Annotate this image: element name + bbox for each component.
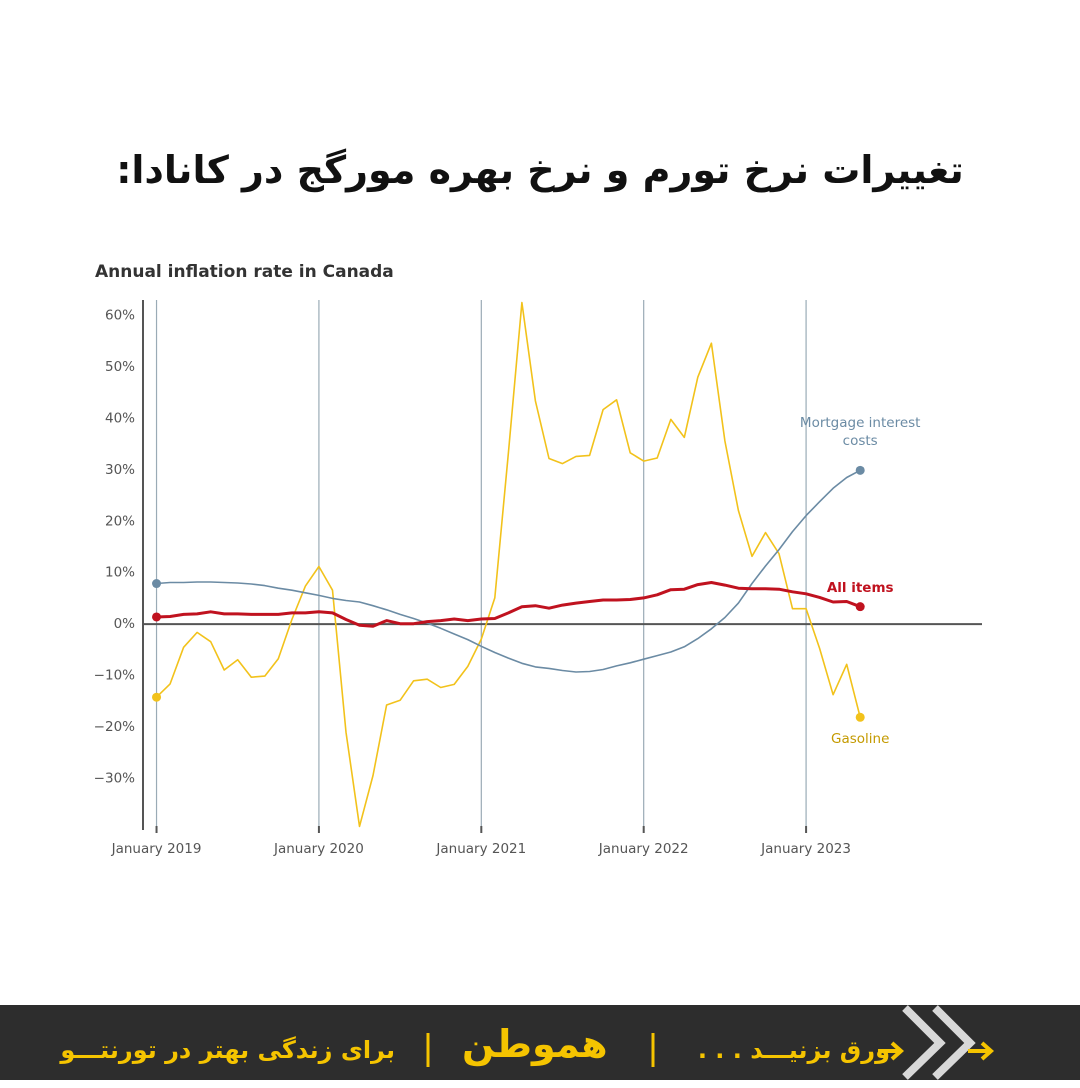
- y-tick-label: 10%: [105, 565, 135, 581]
- swipe-text[interactable]: ورق بزنیـــد . . .: [697, 1036, 890, 1064]
- series-label-box: Mortgage interest costs: [799, 415, 921, 450]
- x-tick-label: January 2021: [435, 841, 526, 857]
- y-tick-label: −30%: [94, 771, 135, 787]
- end-point: [152, 579, 162, 589]
- end-point: [855, 602, 865, 612]
- end-point: [855, 465, 865, 475]
- series-label: Mortgage interest costs: [799, 415, 921, 450]
- footer: ورق بزنیـــد . . . هموطن برای زندگی بهتر…: [0, 1005, 1080, 1080]
- y-tick-label: 0%: [114, 616, 136, 632]
- footer-decor: [426, 1005, 995, 1080]
- series-line: [156, 581, 861, 628]
- series-label-box: All items: [826, 579, 894, 596]
- arrow: [878, 1041, 905, 1061]
- tagline: برای زندگی بهتر در تورنتـــو: [60, 1036, 395, 1064]
- y-tick-label: −20%: [94, 719, 135, 735]
- chevron: [902, 1005, 946, 1080]
- series-label: All items: [826, 579, 894, 596]
- y-tick-label: 20%: [105, 513, 135, 529]
- page-title: تغییرات نرخ تورم و نرخ بهره مورگج در کان…: [116, 148, 964, 192]
- x-tick-label: January 2022: [598, 841, 689, 857]
- y-tick-label: 30%: [105, 462, 135, 478]
- y-tick-label: −10%: [94, 668, 135, 684]
- end-point: [152, 612, 162, 622]
- end-point: [152, 692, 162, 702]
- end-point: [855, 712, 865, 722]
- arrow: [968, 1041, 995, 1061]
- chart: Annual inflation rate in Canada January …: [94, 262, 982, 857]
- brand: هموطن: [462, 1022, 608, 1066]
- series-label: Gasoline: [831, 731, 890, 748]
- x-tick-label: January 2020: [273, 841, 364, 857]
- y-tick-label: 50%: [105, 359, 135, 375]
- series-label-box: Gasoline: [831, 731, 890, 748]
- y-tick-label: 40%: [105, 410, 135, 426]
- chevron: [932, 1005, 976, 1080]
- chart-title: Annual inflation rate in Canada: [95, 262, 394, 282]
- series-line: [155, 301, 861, 828]
- y-tick-label: 60%: [105, 307, 135, 323]
- x-tick-label: January 2019: [111, 841, 202, 857]
- series-line: [156, 469, 861, 673]
- x-tick-label: January 2023: [760, 841, 851, 857]
